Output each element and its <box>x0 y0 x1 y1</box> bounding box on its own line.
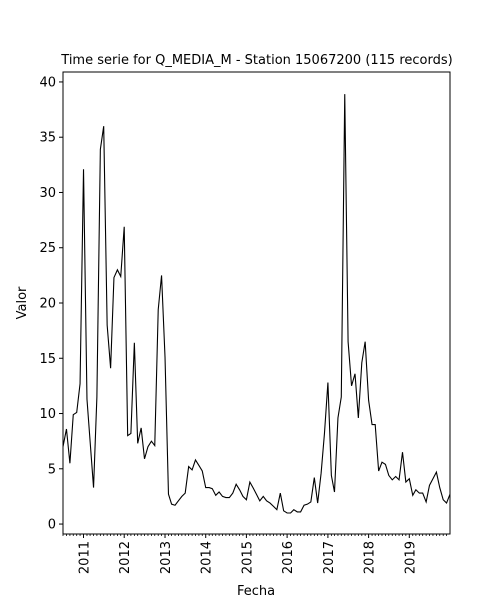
x-tick-label: 2011 <box>78 541 93 574</box>
x-tick-label: 2016 <box>281 541 296 574</box>
y-tick-label: 20 <box>39 297 56 312</box>
x-tick-label: 2019 <box>403 541 418 574</box>
y-tick-label: 5 <box>48 462 56 477</box>
x-axis-label: Fecha <box>237 584 275 599</box>
y-axis-label: Valor <box>15 286 30 319</box>
y-tick-label: 25 <box>39 241 56 256</box>
y-tick-label: 35 <box>39 131 56 146</box>
plot-area-frame <box>62 71 451 535</box>
y-tick-label: 15 <box>39 352 56 367</box>
series-line <box>62 94 451 514</box>
y-tick-label: 40 <box>39 75 56 90</box>
x-tick-label: 2018 <box>363 541 378 574</box>
y-tick-label: 30 <box>39 186 56 201</box>
chart-title: Time serie for Q_MEDIA_M - Station 15067… <box>60 53 452 68</box>
x-tick-label: 2015 <box>240 541 255 574</box>
y-tick-label: 0 <box>48 518 56 533</box>
x-tick-label: 2017 <box>322 541 337 574</box>
x-axis-ticks: 2011 2012 2013 2014 2015 2016 2017 2018 2019 <box>62 534 447 574</box>
x-tick-label: 2014 <box>200 541 215 574</box>
y-tick-label: 10 <box>39 407 56 422</box>
x-tick-label: 2012 <box>118 541 133 574</box>
y-axis-ticks: 0 5 10 15 20 25 30 35 40 <box>39 75 63 533</box>
x-tick-label: 2013 <box>159 541 174 574</box>
